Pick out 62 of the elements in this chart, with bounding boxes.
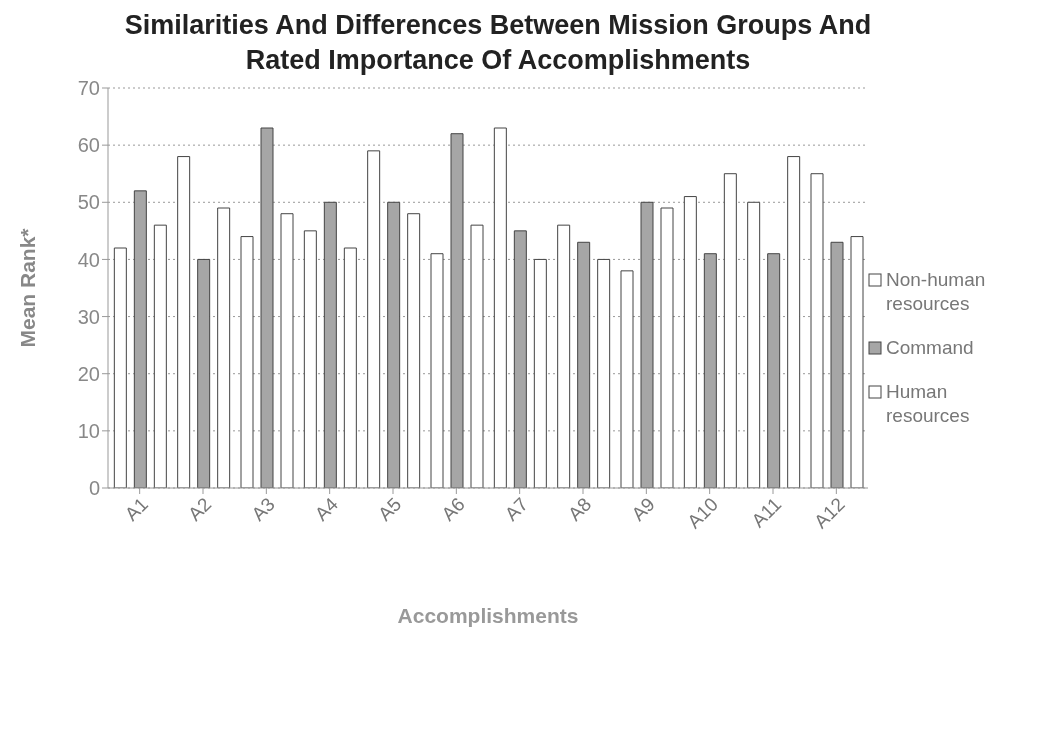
y-tick-label: 70 <box>77 77 100 100</box>
bar <box>367 150 381 489</box>
y-tick-label: 60 <box>77 134 100 157</box>
bar <box>197 259 211 489</box>
legend-label: Command <box>886 336 974 361</box>
x-tick-label: A8 <box>564 493 596 525</box>
bar <box>810 173 824 489</box>
bar <box>577 241 591 489</box>
bar <box>260 127 274 489</box>
x-tick-label: A7 <box>500 493 533 525</box>
bar <box>133 190 147 489</box>
bar <box>153 224 167 489</box>
bar <box>217 207 231 489</box>
x-tick-label: A9 <box>627 493 659 525</box>
legend-label: Non-human resources <box>886 268 987 317</box>
bar <box>407 213 421 489</box>
bar <box>177 156 191 489</box>
bar <box>280 213 294 489</box>
y-tick-label: 20 <box>77 363 100 385</box>
x-tick-label: A5 <box>374 493 406 525</box>
y-tick-label: 0 <box>88 477 100 500</box>
x-tick-label: A3 <box>247 493 279 525</box>
x-tick-label: A12 <box>809 493 849 533</box>
bar <box>240 236 254 489</box>
bar <box>620 270 634 489</box>
bar <box>533 259 547 489</box>
bar <box>513 230 527 489</box>
x-tick-label: A1 <box>120 493 153 525</box>
bar <box>640 201 654 489</box>
bar <box>430 253 444 489</box>
bar <box>597 259 611 489</box>
bar <box>703 253 717 489</box>
bar <box>470 224 484 489</box>
bar <box>323 201 337 489</box>
bar <box>723 173 737 489</box>
y-tick-label: 10 <box>77 420 100 443</box>
bar <box>450 133 464 489</box>
bar <box>387 201 401 489</box>
legend-label: Human resources <box>886 380 971 429</box>
bar <box>683 196 697 489</box>
x-tick-label: A10 <box>683 493 723 533</box>
x-axis-title: Accomplishments <box>397 604 579 628</box>
bar <box>557 224 571 489</box>
y-tick-label: 40 <box>77 248 100 271</box>
bar <box>787 156 801 489</box>
bar <box>493 127 507 489</box>
x-tick-label: A2 <box>184 493 216 525</box>
chart-title: Similarities And Differences Between Mission Groups And Rated Importance Of Accomplishments <box>123 9 873 78</box>
bar <box>303 230 317 489</box>
bar <box>850 236 864 489</box>
bar <box>343 247 357 489</box>
bar <box>830 241 844 489</box>
bar <box>747 201 761 489</box>
bar <box>113 247 127 489</box>
x-tick-label: A6 <box>437 493 469 525</box>
y-tick-label: 50 <box>77 191 100 214</box>
y-axis-title: Mean Rank* <box>16 227 40 348</box>
bar <box>660 207 674 489</box>
y-tick-label: 30 <box>77 305 100 328</box>
x-tick-label: A4 <box>310 493 343 525</box>
x-tick-label: A11 <box>747 493 786 532</box>
bar <box>767 253 781 489</box>
